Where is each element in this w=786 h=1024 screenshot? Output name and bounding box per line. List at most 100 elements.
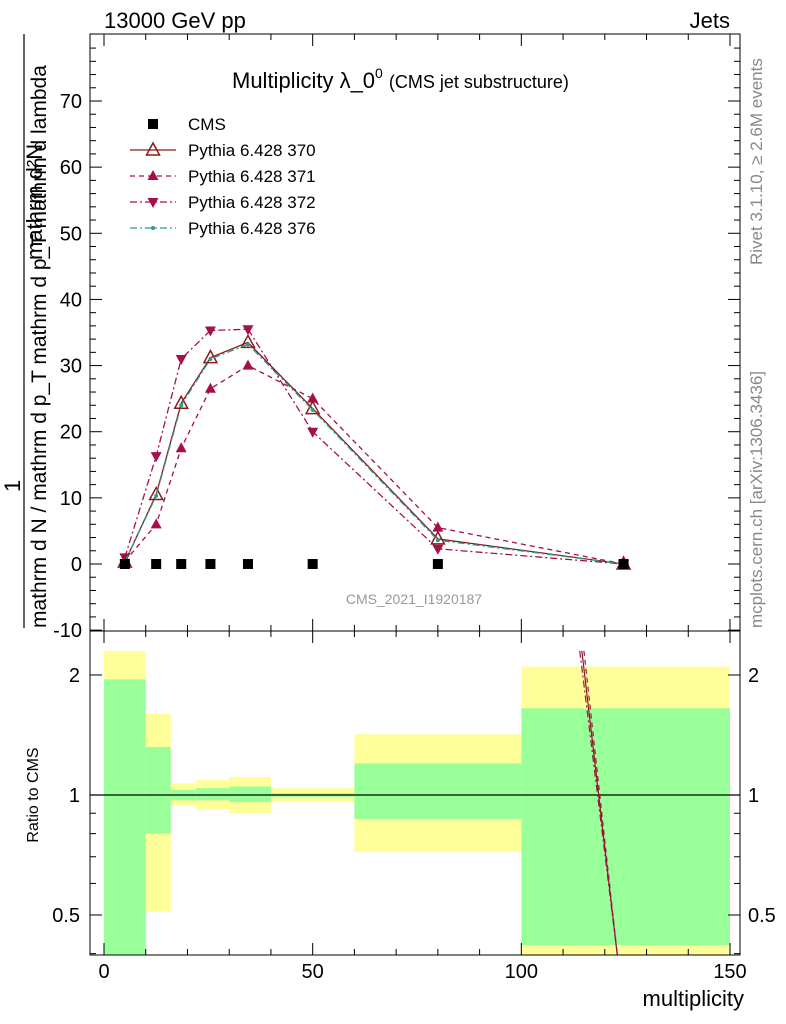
ratio-y-tick-label-right: 1 <box>748 785 759 807</box>
y-tick-label: 50 <box>60 223 82 245</box>
data-point <box>205 559 216 569</box>
data-point <box>432 544 444 555</box>
main-ylabel-denominator: mathrm d N / mathrm d p_T mathrm d p_T m… <box>28 65 51 628</box>
data-point <box>154 493 159 498</box>
legend-label: CMS <box>188 115 226 134</box>
ratio-line <box>579 650 618 956</box>
rivet-label: Rivet 3.1.10, ≥ 2.6M events <box>747 58 766 265</box>
y-tick-label: 60 <box>60 157 82 179</box>
series-line <box>124 343 624 565</box>
series-cms <box>119 559 629 569</box>
watermark: CMS_2021_I1920187 <box>346 591 482 607</box>
x-tick-label: 100 <box>505 961 538 983</box>
series-line <box>124 341 624 565</box>
series-371 <box>119 359 630 568</box>
ratio-band-green <box>145 746 171 834</box>
data-point <box>310 407 315 412</box>
legend-item: Pythia 6.428 370 <box>130 141 316 160</box>
x-tick-label: 0 <box>98 961 109 983</box>
x-tick-label: 50 <box>302 961 324 983</box>
data-point <box>618 559 629 569</box>
main-series-layer <box>117 325 632 570</box>
data-point <box>173 394 189 410</box>
ratio-band-green <box>354 763 522 820</box>
legend-item: Pythia 6.428 376 <box>130 219 316 238</box>
ratio-band-green <box>229 786 271 803</box>
chart-title-sub: (CMS jet substructure) <box>389 72 569 92</box>
data-point <box>150 518 162 529</box>
ratio-y-tick-label: 1 <box>69 785 80 807</box>
main-x-axis <box>103 34 731 631</box>
ratio-band-green <box>521 708 730 946</box>
mcplots-label: mcplots.cern.ch [arXiv:1306.3436] <box>747 371 766 628</box>
legend: CMS Pythia 6.428 370 Pythia 6.428 371 Pythi… <box>130 115 316 238</box>
legend-marker <box>148 119 158 129</box>
data-point <box>179 403 184 408</box>
data-point <box>208 356 213 361</box>
data-point <box>204 382 216 393</box>
main-y-axis: -10 0 10 20 30 40 50 60 70 <box>53 47 740 642</box>
chart-title: Multiplicity λ_00 (CMS jet substructure) <box>232 65 569 93</box>
ratio-band-green <box>104 679 146 955</box>
data-point <box>119 559 130 569</box>
x-tick-label: 150 <box>713 961 746 983</box>
chart-title-main: Multiplicity λ_0 <box>232 68 375 93</box>
data-point <box>175 442 187 453</box>
ratio-line <box>583 650 618 956</box>
ratio-band-green <box>195 788 230 801</box>
data-point <box>242 359 254 370</box>
data-point <box>430 530 446 545</box>
y-tick-label: 40 <box>60 289 82 311</box>
data-point <box>304 399 321 415</box>
header-right: Jets <box>690 8 730 33</box>
data-point <box>150 452 162 463</box>
y-tick-label: 20 <box>60 422 82 444</box>
data-point <box>148 485 164 501</box>
legend-label: Pythia 6.428 370 <box>188 141 316 160</box>
data-point <box>245 342 250 347</box>
main-ylabel: mathrm d²N 1 mathrm d N / mathrm d p_T m… <box>0 34 51 628</box>
ratio-y-tick-label: 0.5 <box>52 905 80 927</box>
data-point <box>242 559 253 569</box>
legend-label: Pythia 6.428 371 <box>188 167 316 186</box>
main-ylabel-one: 1 <box>0 480 25 492</box>
legend-item: CMS <box>148 115 226 134</box>
data-point <box>432 521 444 532</box>
legend-label: Pythia 6.428 376 <box>188 219 316 238</box>
series-370 <box>117 333 632 570</box>
legend-marker <box>147 170 159 180</box>
data-point <box>307 392 319 403</box>
series-line <box>124 328 624 565</box>
legend-marker <box>151 226 155 230</box>
ratio-bands <box>104 650 730 955</box>
y-tick-label: 70 <box>60 91 82 113</box>
ratio-lines <box>579 650 618 956</box>
ratio-x-axis: 0 50 100 150 <box>98 631 747 983</box>
y-tick-label: -10 <box>53 620 82 642</box>
ratio-frame <box>89 630 741 956</box>
ratio-y-tick-label-right: 2 <box>748 665 759 687</box>
ratio-y-tick-label: 2 <box>69 665 80 687</box>
legend-marker <box>147 198 159 208</box>
data-point <box>240 333 256 349</box>
header-left: 13000 GeV pp <box>104 8 246 33</box>
legend-label: Pythia 6.428 372 <box>188 193 316 212</box>
data-point <box>307 427 319 438</box>
data-point <box>242 325 254 336</box>
ratio-ylabel: Ratio to CMS <box>25 747 42 842</box>
y-tick-label: 0 <box>71 554 82 576</box>
data-point <box>175 354 187 365</box>
legend-marker <box>145 141 161 156</box>
ratio-y-axis: 0.5 0.5 1 1 2 2 <box>52 665 776 955</box>
legend-item: Pythia 6.428 372 <box>130 193 316 212</box>
series-line <box>124 364 624 565</box>
legend-item: Pythia 6.428 371 <box>130 167 316 186</box>
data-point <box>204 326 216 337</box>
main-ylabel-numerator: mathrm d²N <box>22 144 47 260</box>
y-tick-label: 10 <box>60 488 82 510</box>
ratio-panel: 0.5 0.5 1 1 2 2 0 50 100 150 Ratio to CMS multip… <box>25 630 776 1011</box>
data-point <box>432 559 443 569</box>
data-point <box>307 559 318 569</box>
series-372 <box>119 325 630 570</box>
